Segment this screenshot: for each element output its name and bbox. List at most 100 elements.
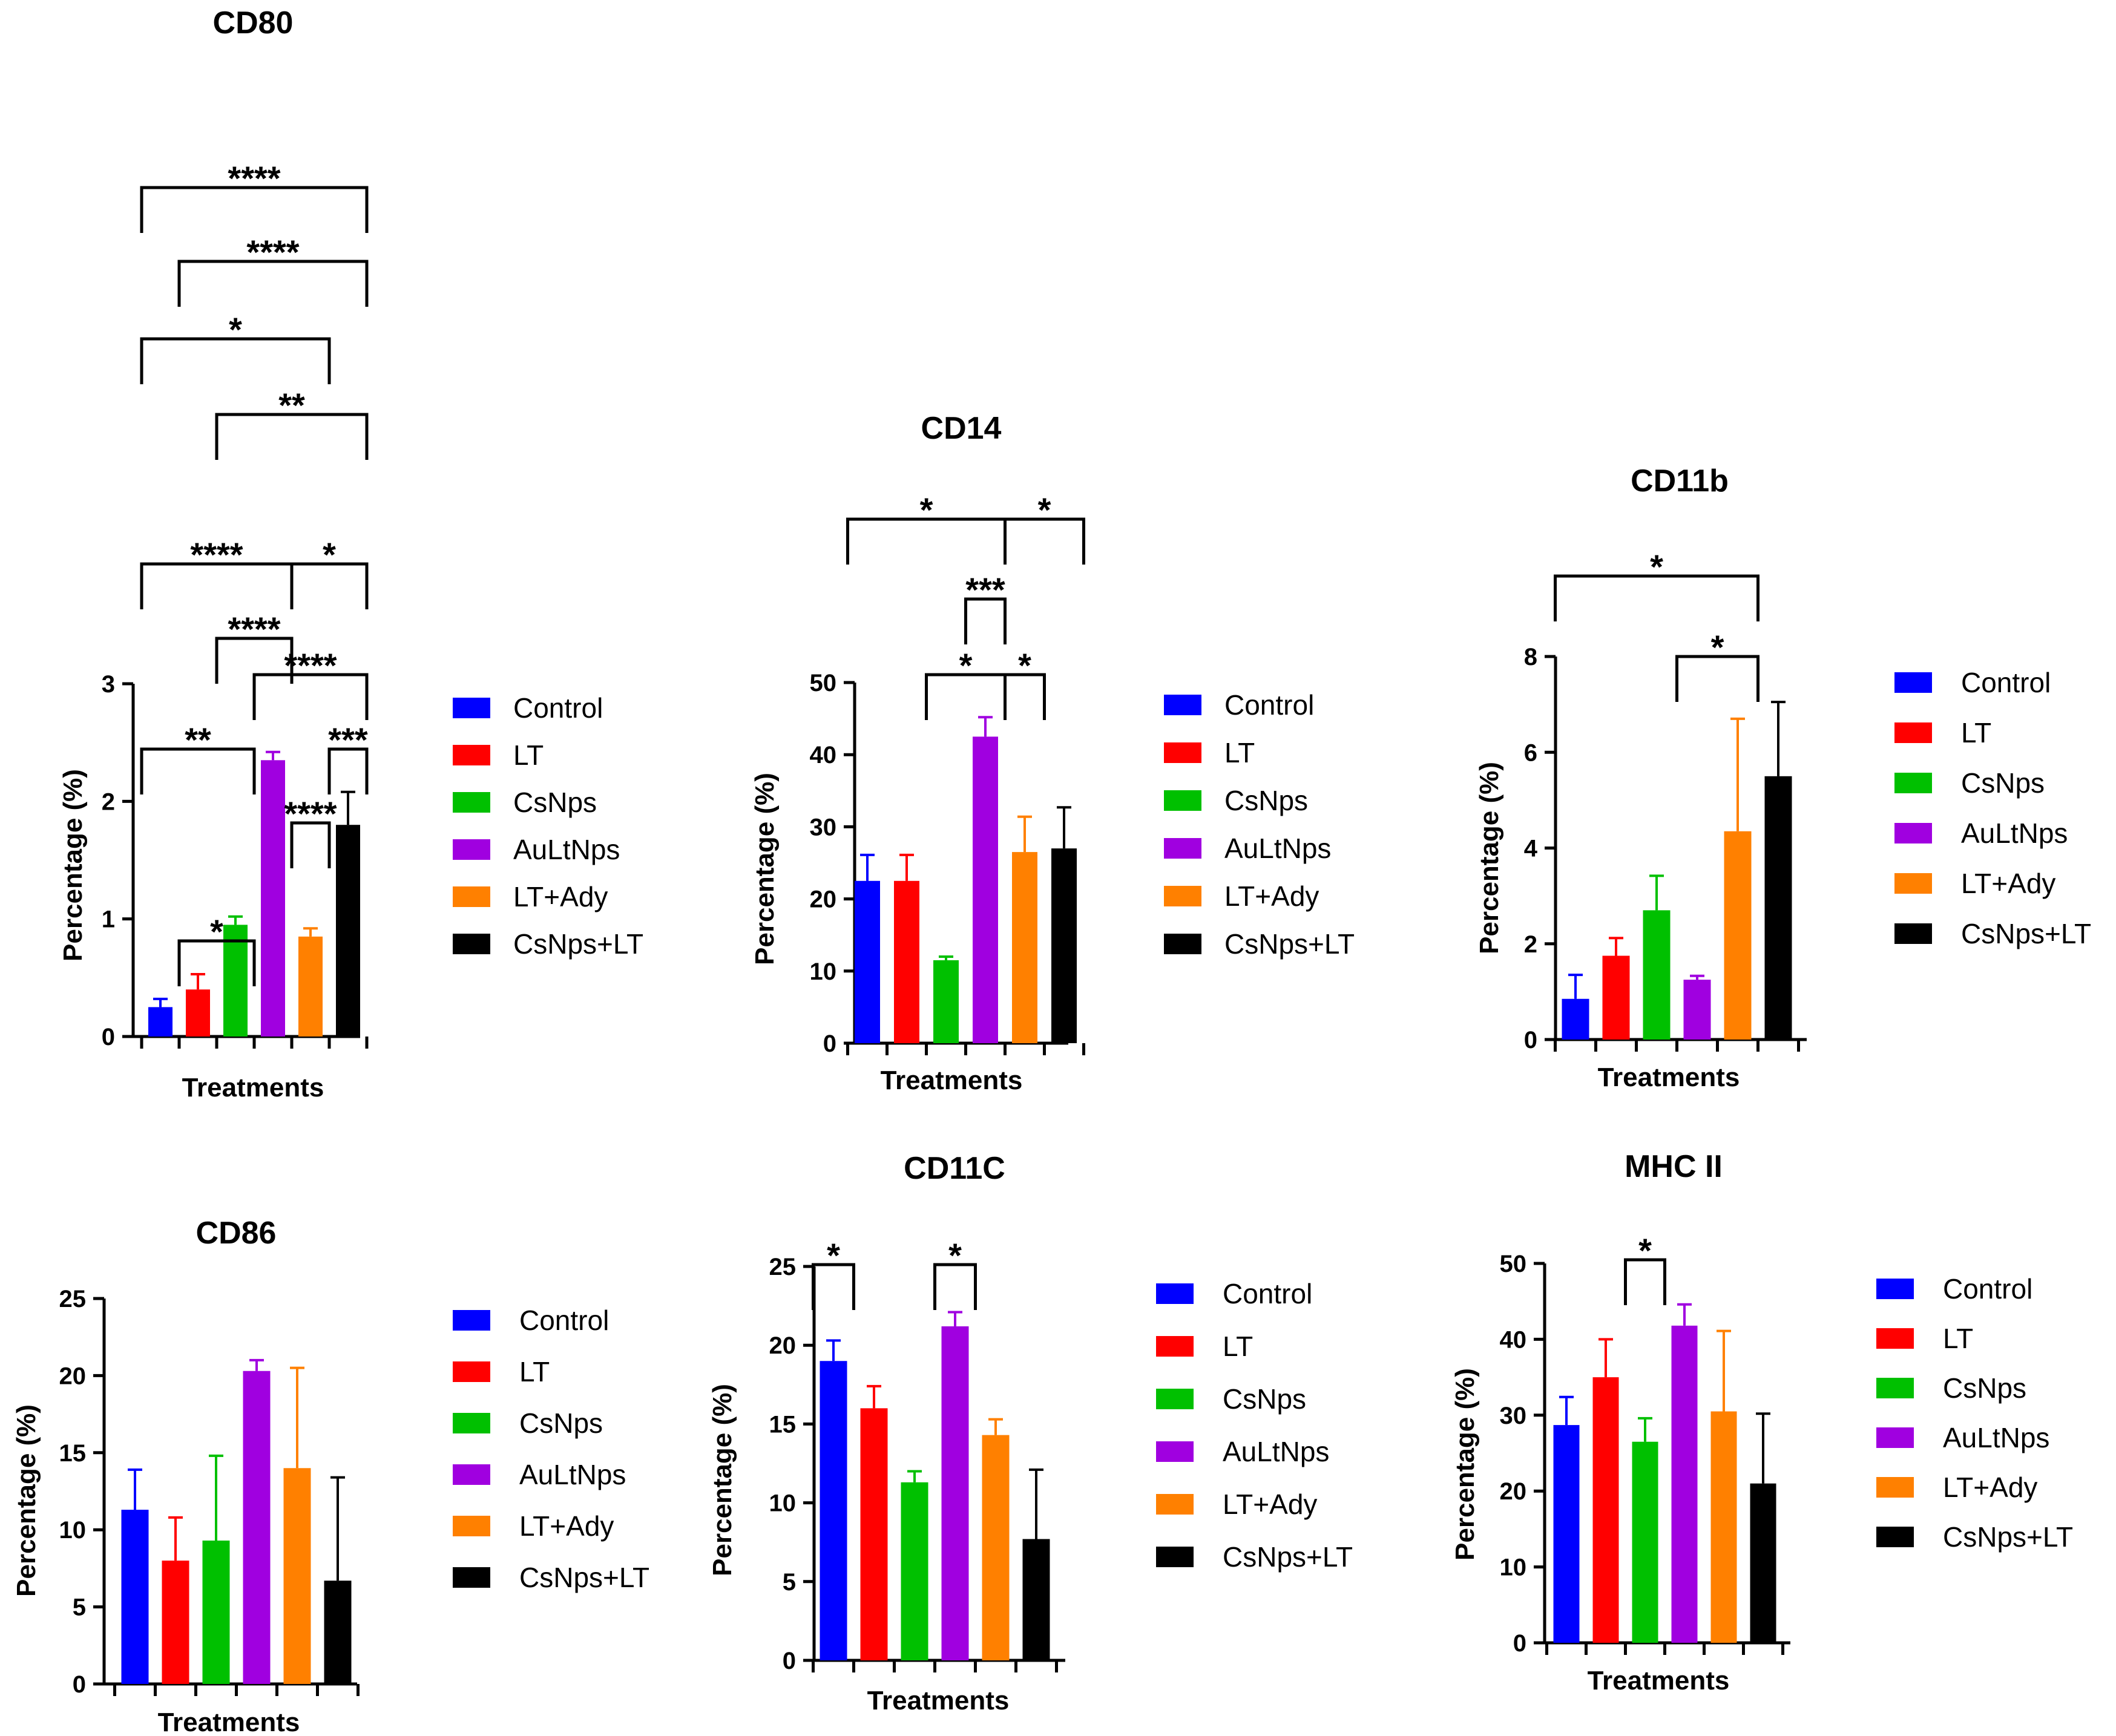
legend-label: LT [513, 739, 544, 771]
significance-bracket [140, 747, 256, 794]
legend-swatch [1156, 1389, 1194, 1409]
legend: Control LT CsNps AuLtNps LT+Ady CsNps+LT [1156, 1278, 1353, 1573]
legend-swatch [453, 1413, 490, 1433]
y-tick-label: 40 [810, 742, 837, 768]
legend-label: LT+Ady [513, 881, 608, 912]
bar-csnps-lt [324, 1580, 352, 1684]
y-tick-label: 25 [59, 1286, 87, 1312]
legend-label: LT [519, 1356, 550, 1387]
significance-bracket [215, 413, 369, 460]
y-axis-label: Percentage (%) [1474, 762, 1504, 954]
bar-csnps [1632, 1441, 1658, 1643]
chart-title: CD80 [213, 5, 294, 41]
y-tick-label: 2 [102, 788, 115, 815]
x-axis-label: Treatments [881, 1066, 1023, 1095]
significance-stars: * [948, 1236, 962, 1274]
significance-bracket [1004, 517, 1085, 565]
significance-stars: * [1711, 628, 1724, 666]
legend-label: AuLtNps [513, 834, 620, 865]
bar-lt-ady [982, 1435, 1010, 1660]
bar-lt [1602, 955, 1630, 1040]
bar-control [855, 880, 880, 1043]
y-tick-label: 5 [783, 1569, 796, 1596]
y-tick-label: 15 [769, 1411, 797, 1438]
chart-title: CD86 [196, 1216, 277, 1251]
legend-swatch [1156, 1283, 1194, 1304]
y-tick-label: 15 [59, 1440, 87, 1467]
legend-swatch [453, 1310, 490, 1331]
bar-lt [186, 989, 210, 1037]
bar-lt [1592, 1377, 1619, 1643]
legend-swatch [1894, 823, 1932, 843]
bar-csnps [901, 1482, 928, 1660]
significance-stars: *** [328, 721, 368, 759]
chart-cd86: CD86 0 5 10 15 20 25 Percentage (%) Treatments Co… [12, 1216, 649, 1736]
significance-stars: ** [185, 721, 211, 759]
legend-swatch [1164, 695, 1201, 715]
y-tick-label: 8 [1524, 644, 1537, 670]
y-tick-label: 0 [1524, 1027, 1537, 1053]
y-tick-label: 20 [59, 1363, 87, 1389]
legend-label: LT [1943, 1323, 1973, 1354]
legend-swatch [1876, 1427, 1914, 1448]
legend-label: AuLtNps [519, 1459, 626, 1490]
legend-swatch [1164, 742, 1201, 763]
y-tick-label: 10 [59, 1517, 87, 1544]
y-axis-label: Percentage (%) [750, 773, 780, 965]
legend-swatch [1164, 838, 1201, 859]
legend-label: Control [1943, 1273, 2032, 1305]
legend-label: CsNps [1224, 785, 1308, 816]
bar-lt-ady [1724, 831, 1752, 1040]
y-tick-label: 2 [1524, 931, 1537, 958]
bar-csnps-lt [336, 825, 360, 1037]
legend-swatch [453, 1567, 490, 1588]
y-tick-label: 5 [73, 1594, 86, 1621]
bar-control [1562, 998, 1589, 1040]
significance-bracket [327, 747, 369, 794]
significance-bracket [1624, 1258, 1666, 1305]
legend-label: AuLtNps [1961, 817, 2068, 849]
legend-label: CsNps [513, 787, 597, 818]
legend: Control LT CsNps AuLtNps LT+Ady CsNps+LT [453, 1305, 649, 1593]
chart-title: MHC II [1625, 1149, 1723, 1184]
bar-csnps [202, 1541, 230, 1684]
y-axis-label: Percentage (%) [1450, 1368, 1480, 1561]
significance-stars: ** [278, 386, 305, 424]
legend-label: AuLtNps [1224, 833, 1331, 864]
significance-bracket [1004, 673, 1046, 720]
legend-label: CsNps [519, 1407, 603, 1439]
y-axis-label: Percentage (%) [12, 1404, 41, 1597]
legend-label: CsNps+LT [1224, 928, 1355, 960]
legend: Control LT CsNps AuLtNps LT+Ady CsNps+LT [1894, 667, 2091, 949]
legend-swatch [1876, 1328, 1914, 1349]
y-tick-label: 0 [1513, 1630, 1526, 1657]
y-tick-label: 10 [810, 958, 837, 985]
legend-swatch [453, 886, 490, 907]
bar-aultnps [941, 1326, 969, 1660]
significance-bracket [1554, 574, 1760, 621]
legend-swatch [453, 1516, 490, 1536]
legend-swatch [1164, 886, 1201, 906]
legend-swatch [1894, 672, 1932, 693]
y-tick-label: 25 [769, 1254, 797, 1280]
significance-stars: *** [965, 571, 1005, 609]
y-tick-label: 30 [810, 814, 837, 840]
significance-bracket [140, 337, 331, 384]
significance-bracket [252, 673, 369, 720]
significance-stars: * [323, 536, 336, 574]
significance-bracket [1675, 655, 1760, 702]
bar-csnps [1643, 910, 1671, 1040]
significance-bracket [140, 562, 294, 609]
legend-label: LT+Ady [1961, 868, 2055, 899]
bar-lt [894, 880, 919, 1043]
significance-stars: * [1018, 646, 1031, 684]
y-tick-label: 0 [73, 1671, 86, 1698]
legend-swatch [1876, 1378, 1914, 1398]
legend: Control LT CsNps AuLtNps LT+Ady CsNps+LT [1164, 689, 1355, 960]
y-tick-label: 3 [102, 671, 115, 698]
y-axis-label: Percentage (%) [708, 1384, 737, 1576]
legend-swatch [1876, 1527, 1914, 1547]
chart-cd11c: CD11C 0 5 10 15 20 25 * * Percentage (%) Treatment… [708, 1151, 1353, 1715]
